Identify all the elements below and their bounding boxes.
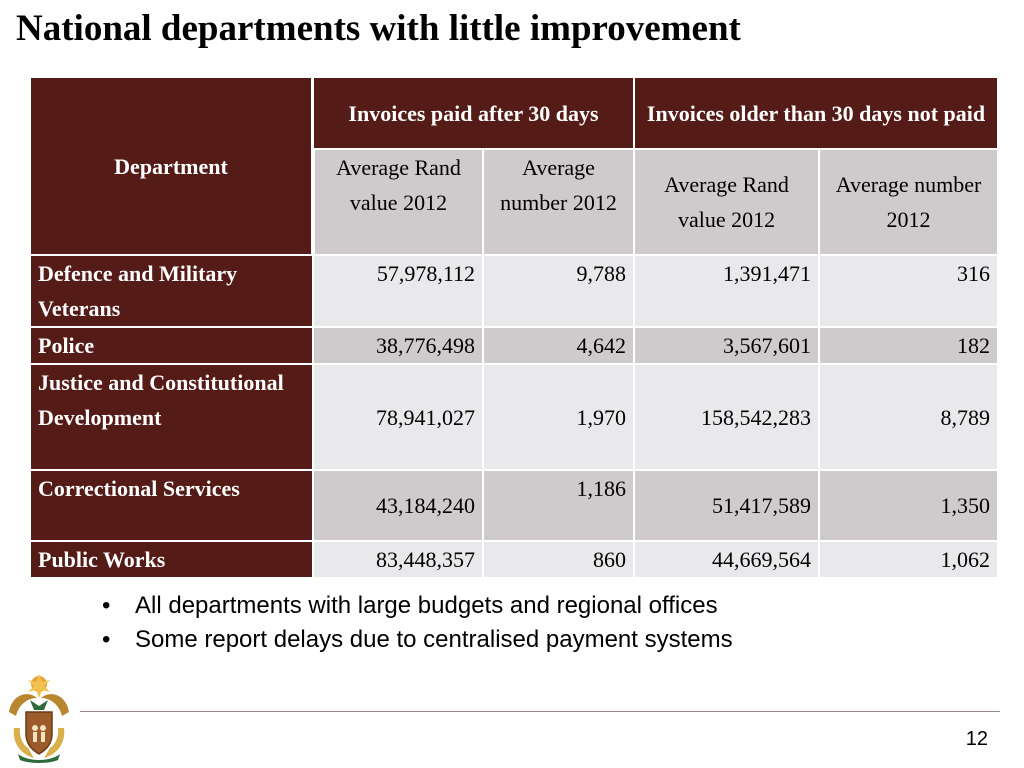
footer-divider (80, 711, 1000, 712)
department-name: Public Works (29, 540, 314, 579)
bullet-marker: • (102, 592, 111, 619)
unpaid-avg-rand-value: 158,542,283 (633, 363, 821, 471)
page-number: 12 (965, 728, 988, 750)
unpaid-avg-rand-value: 51,417,589 (633, 469, 821, 542)
bullet-text: All departments with large budgets and r… (135, 592, 718, 619)
coat-of-arms-icon (9, 674, 69, 763)
paid-avg-number-value: 4,642 (481, 326, 636, 365)
unpaid-avg-rand-value: 3,567,601 (633, 326, 821, 365)
department-name: Correctional Services (29, 469, 314, 542)
paid-avg-rand-value: 38,776,498 (312, 326, 484, 365)
paid-avg-number-value: 9,788 (481, 254, 636, 328)
invoices-table: Department Invoices paid after 30 days I… (29, 76, 1000, 579)
paid-avg-number-header: Average number 2012 (481, 148, 636, 256)
paid-avg-rand-value: 57,978,112 (312, 254, 484, 328)
bullet-item: • Some report delays due to centralised … (100, 623, 733, 657)
unpaid-avg-number-value: 316 (818, 254, 1000, 328)
paid-avg-rand-value: 43,184,240 (312, 469, 484, 542)
table-row: Justice and Constitutional Development 7… (29, 363, 1000, 471)
unpaid-avg-number-value: 1,350 (818, 469, 1000, 542)
department-name: Police (29, 326, 314, 365)
paid-avg-rand-header: Average Rand value 2012 (311, 148, 484, 256)
unpaid-avg-number-header: Average number 2012 (818, 148, 1000, 256)
table-row: Correctional Services 43,184,240 1,186 5… (29, 469, 1000, 542)
unpaid-avg-number-value: 8,789 (818, 363, 1000, 471)
older-than-30-days-header: Invoices older than 30 days not paid (633, 76, 1000, 150)
table-row: Defence and Military Veterans 57,978,112… (29, 254, 1000, 328)
department-name: Justice and Constitutional Development (29, 363, 314, 471)
bullet-marker: • (102, 626, 111, 653)
paid-avg-rand-value: 83,448,357 (312, 540, 484, 579)
bullet-item: • All departments with large budgets and… (100, 589, 733, 623)
unpaid-avg-rand-header: Average Rand value 2012 (633, 148, 821, 256)
unpaid-avg-rand-value: 44,669,564 (633, 540, 821, 579)
paid-avg-number-value: 1,186 (481, 469, 636, 542)
unpaid-avg-rand-value: 1,391,471 (633, 254, 821, 328)
paid-avg-number-value: 860 (481, 540, 636, 579)
slide-title: National departments with little improve… (16, 8, 741, 49)
unpaid-avg-number-value: 182 (818, 326, 1000, 365)
bullet-list: • All departments with large budgets and… (100, 589, 733, 657)
paid-avg-number-value: 1,970 (481, 363, 636, 471)
paid-after-30-days-header: Invoices paid after 30 days (311, 76, 636, 150)
unpaid-avg-number-value: 1,062 (818, 540, 1000, 579)
department-name: Defence and Military Veterans (29, 254, 314, 328)
table-row: Public Works 83,448,357 860 44,669,564 1… (29, 540, 1000, 579)
paid-avg-rand-value: 78,941,027 (312, 363, 484, 471)
bullet-text: Some report delays due to centralised pa… (135, 626, 733, 653)
department-column-header: Department (29, 76, 314, 256)
table-row: Police 38,776,498 4,642 3,567,601 182 (29, 326, 1000, 365)
